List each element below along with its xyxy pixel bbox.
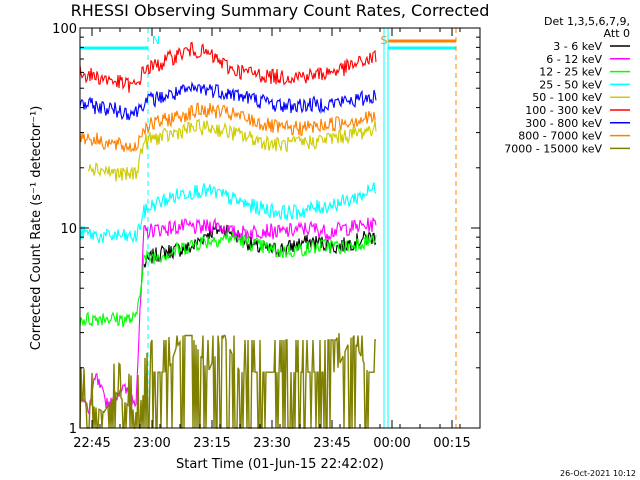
x-tick-label-2: 23:15 [193, 436, 230, 451]
series-line-1 [79, 217, 377, 416]
series-line-7 [79, 102, 377, 153]
chart-title: RHESSI Observing Summary Count Rates, Co… [71, 1, 490, 20]
axes: 22:45 23:00 23:15 23:30 23:45 00:00 00:15 100 10… [52, 22, 481, 451]
x-tick-label-3: 23:30 [253, 436, 290, 451]
data-series [79, 41, 377, 429]
legend-label-4: 50 - 100 keV [532, 91, 602, 104]
series-line-5 [79, 41, 377, 93]
legend-label-0: 3 - 6 keV [553, 40, 602, 53]
legend-header-1: Att 0 [604, 27, 630, 40]
legend-label-8: 7000 - 15000 keV [504, 142, 602, 155]
x-tick-label-0: 22:45 [73, 436, 110, 451]
x-tick-label-5: 00:00 [373, 436, 410, 451]
series-line-6 [79, 81, 377, 121]
flag-bars: NS [80, 34, 456, 50]
x-tick-label-6: 00:15 [433, 436, 470, 451]
legend-label-5: 100 - 300 keV [525, 104, 602, 117]
legend-label-1: 6 - 12 keV [546, 53, 602, 66]
series-line-8 [79, 333, 376, 429]
series-8 [79, 333, 376, 429]
series-3 [79, 182, 377, 244]
series-6 [79, 81, 377, 121]
series-2 [79, 231, 377, 328]
y-axis-label: Corrected Count Rate (s⁻¹ detector⁻¹) [29, 106, 44, 351]
series-4 [88, 118, 377, 182]
vertical-markers [79, 28, 457, 428]
series-line-2 [79, 231, 377, 328]
footer-timestamp: 26-Oct-2021 10:12 [560, 469, 636, 478]
legend-header-0: Det 1,3,5,6,7,9, [544, 15, 630, 28]
x-tick-label-1: 23:00 [133, 436, 170, 451]
series-line-0 [143, 223, 377, 268]
series-line-3 [79, 182, 377, 244]
y-tick-label-2: 1 [69, 422, 77, 437]
series-line-4 [88, 118, 377, 182]
series-1 [79, 217, 377, 416]
legend-label-2: 12 - 25 keV [539, 66, 602, 79]
y-tick-label-0: 100 [52, 22, 77, 37]
y-tick-label-1: 10 [60, 222, 77, 237]
x-tick-label-4: 23:45 [313, 436, 350, 451]
flag-label-0: N [152, 34, 160, 47]
legend-label-6: 300 - 800 keV [525, 117, 602, 130]
legend-label-3: 25 - 50 keV [539, 78, 602, 91]
legend-label-7: 800 - 7000 keV [518, 130, 602, 143]
series-0 [143, 223, 377, 268]
x-axis-label: Start Time (01-Jun-15 22:42:02) [176, 457, 384, 472]
series-7 [79, 102, 377, 153]
series-5 [79, 41, 377, 93]
